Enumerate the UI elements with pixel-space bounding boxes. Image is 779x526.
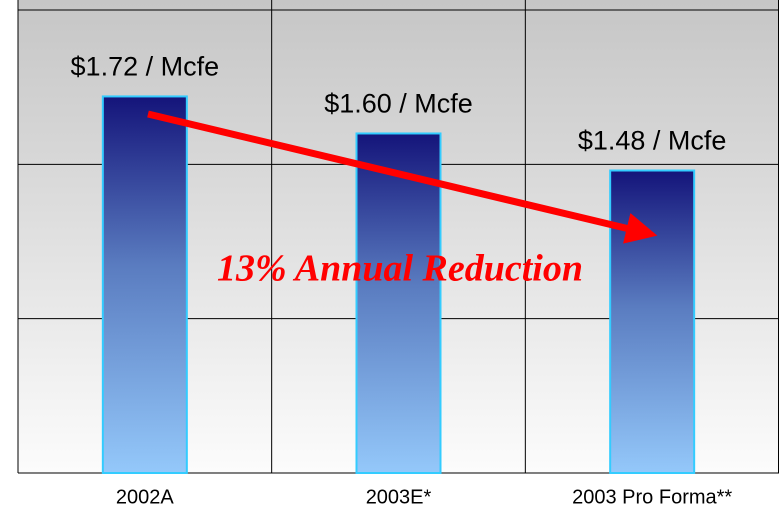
trend-arrow [147, 110, 658, 244]
annotation: 13% Annual Reduction [217, 248, 583, 290]
value-label: $1.60 / Mcfe [324, 89, 473, 119]
value-label: $1.48 / Mcfe [578, 126, 727, 156]
x-tick-label: 2003 Pro Forma** [572, 486, 732, 508]
value-label: $1.72 / Mcfe [71, 52, 220, 82]
bar [101, 95, 188, 474]
x-tick-label: 2002A [116, 486, 174, 508]
bar [609, 169, 696, 475]
bar [355, 132, 442, 474]
x-tick-label: 2003E* [366, 486, 432, 508]
